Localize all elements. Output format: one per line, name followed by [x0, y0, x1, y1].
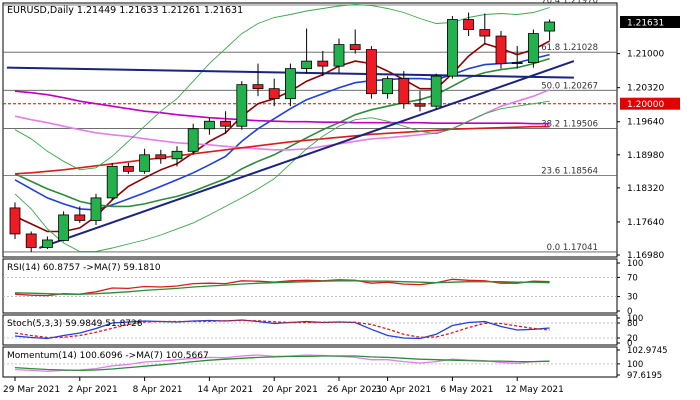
stoch-k-line [14, 319, 550, 340]
y-tick-label: 0 [627, 339, 632, 349]
y-tick-label: 1.19640 [627, 118, 664, 128]
y-tick-label: 70 [627, 273, 638, 283]
candle-bullish [528, 33, 539, 64]
x-tick-label: 12 May 2021 [505, 385, 564, 395]
rsi-pane: 100 70 30 0 [3, 259, 643, 317]
candle-bullish [301, 60, 313, 70]
y-tick-label: 1.21000 [627, 50, 664, 60]
y-tick-label: 80 [627, 319, 638, 329]
stoch-pane-title: Stoch(5,3,3) 59.9849 51.8726 [7, 319, 143, 329]
candle-bullish [58, 214, 69, 241]
candle-bearish [268, 88, 280, 100]
y-tick-label: 100 [627, 259, 643, 269]
candle-bullish [139, 154, 151, 172]
level-price-tag [620, 97, 680, 110]
candle-bearish [479, 29, 491, 37]
candle-bullish [382, 78, 394, 95]
rsi-ma-line [14, 280, 550, 295]
x-tick-label: 2 Apr 2021 [68, 385, 118, 395]
candle-bearish [252, 84, 264, 90]
candle-bearish [317, 60, 329, 67]
rsi-line [14, 278, 550, 297]
x-tick-label: 29 Mar 2021 [3, 385, 60, 395]
trendline [38, 60, 575, 249]
price-pane-frame [2, 2, 618, 258]
x-tick-label: 30 Apr 2021 [376, 385, 432, 395]
price-pane-title: EURUSD,Daily 1.21449 1.21633 1.21261 1.2… [7, 5, 243, 16]
candle-bullish [430, 75, 442, 107]
candle-bearish [155, 154, 167, 160]
moving-average-line [14, 90, 550, 125]
candle-bullish [171, 150, 183, 160]
momentum-ma-line [14, 355, 550, 372]
fib-level-label: 23.6 1.18564 [541, 167, 598, 177]
x-tick-label: 8 Apr 2021 [133, 385, 183, 395]
rsi-pane-title: RSI(14) 60.8757 ->MA(7) 59.1810 [7, 263, 161, 273]
x-tick-label: 6 May 2021 [440, 385, 493, 395]
y-tick-label: 1.20320 [627, 84, 664, 94]
candle-bullish [187, 128, 199, 152]
momentum-pane-frame [2, 346, 618, 378]
candle-bullish [42, 239, 53, 248]
candle-bearish [463, 19, 475, 30]
current-price-tag [620, 15, 680, 28]
x-tick-label: 26 Apr 2021 [327, 385, 383, 395]
x-tick-label: 14 Apr 2021 [197, 385, 253, 395]
y-tick-label: 1.18320 [627, 184, 664, 194]
candle-bullish [106, 165, 118, 199]
moving-average-line [14, 4, 550, 171]
price-pane: 76.4 1.21970 61.8 1.21028 50.0 1.20267 38.2… [3, 0, 680, 261]
candle-bearish [123, 165, 134, 172]
momentum-pane-title: Momentum(14) 100.6096 ->MA(7) 100.5667 [7, 351, 209, 361]
candle-bullish [511, 62, 523, 65]
candle-bullish [333, 44, 345, 67]
fib-level-label: 61.8 1.21028 [541, 43, 598, 53]
y-tick-label: 1.17640 [627, 218, 664, 228]
y-tick-label: 1.16980 [627, 251, 664, 261]
candle-bearish [398, 78, 410, 105]
y-tick-label: 1.18980 [627, 151, 664, 161]
level-price-label: 1.20000 [627, 100, 664, 110]
candle-bearish [349, 44, 361, 50]
candle-bearish [9, 207, 21, 235]
x-axis: 29 Mar 2021 2 Apr 2021 8 Apr 2021 14 Apr 20… [3, 377, 564, 395]
rsi-pane-frame [2, 258, 618, 314]
moving-average-line [14, 125, 550, 175]
y-tick-label: 100 [627, 314, 643, 324]
moving-average-line [14, 40, 550, 233]
stoch-d-line [14, 319, 550, 339]
moving-average-line [14, 100, 550, 252]
fib-level-label: 76.4 1.21970 [541, 0, 598, 6]
y-tick-label: 97.6195 [627, 371, 662, 381]
candle-bearish [220, 120, 232, 127]
y-tick-label: 0 [627, 307, 632, 317]
fib-level-label: 50.0 1.20267 [541, 81, 598, 91]
y-tick-label: 100 [627, 360, 643, 370]
candle-bearish [25, 233, 37, 248]
stoch-pane-frame [2, 314, 618, 346]
candle-bearish [74, 214, 86, 221]
x-tick-label: 20 Apr 2021 [262, 385, 318, 395]
candle-bullish [203, 120, 215, 130]
fib-level-label: 0.0 1.17041 [547, 243, 598, 253]
candle-bullish [90, 197, 102, 221]
candle-bullish [544, 21, 555, 32]
y-tick-label: 20 [627, 334, 638, 344]
candle-bullish [284, 68, 296, 100]
candle-bearish [414, 103, 426, 107]
fib-level-label: 38.2 1.19506 [541, 119, 598, 129]
y-tick-label: 30 [627, 293, 638, 303]
candle-bullish [446, 19, 458, 77]
candle-bearish [495, 35, 507, 65]
candle-bearish [365, 49, 377, 95]
candle-bullish [236, 84, 248, 127]
y-tick-label: 102.9745 [627, 346, 668, 356]
current-price-label: 1.21631 [627, 18, 664, 28]
